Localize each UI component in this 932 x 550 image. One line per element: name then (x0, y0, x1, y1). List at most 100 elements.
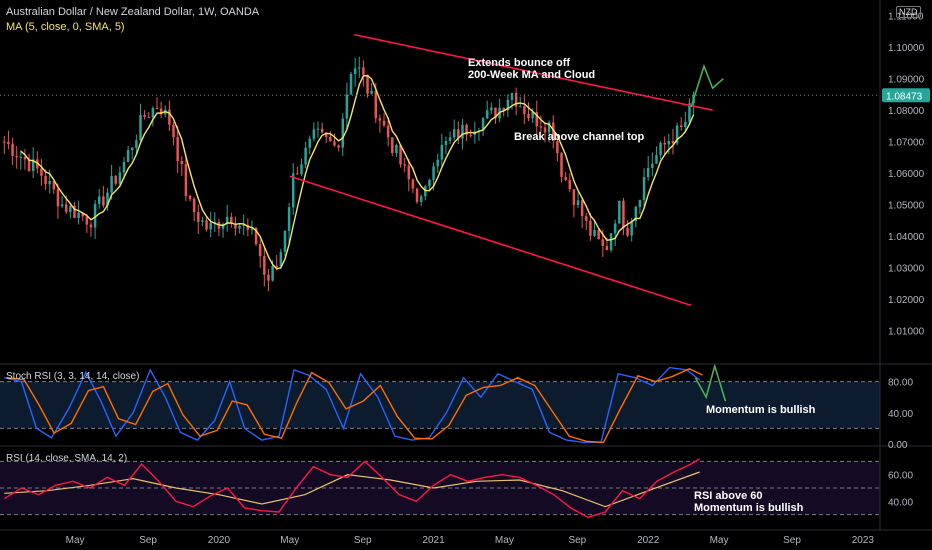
time-axis-tick: May (280, 535, 299, 546)
candle-body (102, 196, 105, 206)
candle-body (630, 221, 633, 236)
candle-body (304, 147, 307, 165)
stoch-rsi-title: Stoch RSI (3, 3, 14, 14, close) (6, 371, 139, 382)
candle-body (114, 176, 117, 184)
candle-body (395, 145, 398, 154)
candle-body (428, 180, 431, 187)
stoch-band-fill (0, 381, 880, 429)
candle-body (655, 155, 658, 164)
candle-body (622, 200, 625, 228)
candle-body (366, 74, 369, 94)
candle-body (118, 172, 122, 184)
candle-body (300, 164, 303, 175)
candle-body (465, 124, 468, 135)
candle-body (667, 141, 671, 145)
candle-body (580, 200, 584, 217)
candle-body (457, 129, 460, 139)
price-axis-tick: 1.03000 (888, 264, 925, 275)
candle-body (469, 134, 472, 136)
last-price-label: 1.08473 (886, 91, 923, 102)
candle-body (403, 164, 406, 166)
candle-body (362, 67, 365, 75)
candle-body (568, 180, 572, 190)
ma-indicator-label: MA (5, close, 0, SMA, 5) (6, 21, 125, 33)
price-pane (0, 33, 880, 307)
candle-body (329, 136, 332, 142)
candle-body (514, 93, 518, 107)
time-axis-tick: May (495, 535, 514, 546)
candle-body (370, 90, 373, 94)
candle-body (3, 141, 6, 143)
candle-body (188, 195, 192, 199)
candle-body (490, 107, 493, 111)
candle-body (415, 188, 419, 203)
candle-body (52, 180, 56, 190)
price-axis-tick: 1.05000 (888, 201, 925, 212)
candle-body (531, 112, 534, 119)
time-axis-tick: Sep (354, 535, 372, 546)
candle-body (250, 228, 254, 230)
price-axis-tick: 1.06000 (888, 169, 925, 180)
candle-body (238, 225, 241, 229)
candle-body (679, 125, 683, 127)
candle-body (605, 246, 609, 251)
candle-body (448, 137, 452, 141)
candle-body (382, 120, 386, 126)
candle-body (506, 99, 510, 111)
ma-line (20, 74, 695, 270)
candle-body (440, 145, 444, 160)
candle-body (671, 141, 675, 144)
annotation-bounce-line1: Extends bounce off (468, 57, 571, 69)
price-axis-tick: 1.02000 (888, 295, 925, 306)
candle-body (626, 227, 629, 236)
candle-body (258, 244, 262, 257)
candle-body (213, 222, 217, 224)
candle-body (205, 220, 208, 230)
candle-body (535, 112, 538, 127)
candle-body (481, 118, 485, 131)
channel-bottom-line (289, 175, 692, 307)
candle-body (122, 162, 126, 173)
candle-body (77, 212, 80, 218)
time-axis-tick: Sep (139, 535, 157, 546)
rsi-pane (0, 448, 880, 528)
annotation-rsi-line1: RSI above 60 (694, 490, 763, 502)
candle-body (688, 103, 691, 122)
candle-body (246, 224, 250, 230)
stoch-axis-tick: 80.00 (888, 378, 913, 389)
candle-body (73, 205, 76, 218)
candle-body (110, 176, 113, 193)
price-axis-tick: 1.04000 (888, 232, 925, 243)
candle-body (638, 199, 642, 207)
candle-body (23, 156, 27, 160)
price-axis-tick: 1.07000 (888, 138, 925, 149)
candle-body (15, 156, 18, 158)
time-axis-tick: 2021 (422, 535, 445, 546)
candle-body (543, 127, 547, 133)
currency-badge[interactable]: NZD (896, 6, 921, 18)
candle-body (201, 220, 204, 222)
candle-body (589, 220, 592, 236)
annotation-bounce: Extends bounce off 200-Week MA and Cloud (468, 57, 595, 81)
candle-body (618, 200, 621, 224)
candle-body (419, 196, 423, 203)
price-axis-tick: 1.09000 (888, 75, 925, 86)
candle-body (234, 223, 237, 229)
candle-body (48, 180, 51, 185)
candle-body (341, 118, 344, 148)
candle-body (325, 132, 328, 137)
candle-body (85, 216, 89, 225)
annotation-bounce-line2: 200-Week MA and Cloud (468, 69, 596, 81)
candle-body (539, 126, 543, 128)
rsi-title: RSI (14, close, SMA, 14, 2) (6, 453, 127, 464)
candle-body (461, 124, 464, 139)
candle-body (411, 179, 415, 189)
rsi-axis-tick: 40.00 (888, 497, 913, 508)
annotation-stoch-momentum: Momentum is bullish (706, 404, 816, 416)
price-axis-tick: 1.08000 (888, 106, 925, 117)
candle-body (176, 137, 179, 162)
annotation-rsi-line2: Momentum is bullish (694, 502, 804, 514)
candle-body (184, 164, 188, 196)
candle-body (97, 196, 101, 204)
